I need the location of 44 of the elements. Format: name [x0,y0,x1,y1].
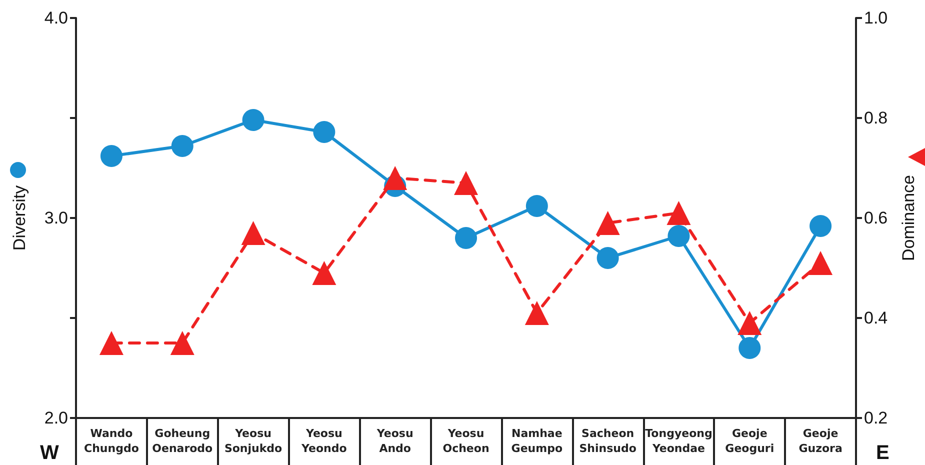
x-tick-label: Tongyeong Yeondae [645,427,712,455]
point [100,145,122,167]
point [454,171,478,195]
point [171,135,194,157]
x-tick-label: Wando Chungdo [84,427,140,455]
x-tick-label: Geoje Guzora [798,427,842,455]
point [808,251,833,275]
y-axis-title: Diversity [10,184,29,251]
y-tick-label: 2.0 [44,408,68,428]
x-tick-label: Yeosu Yeondo [300,427,348,455]
point [526,195,548,217]
point [312,261,336,285]
point [241,221,266,245]
point [313,121,336,143]
x-tick-label: Geoje Geoguri [725,427,774,455]
y2-tick-label: 1.0 [864,8,888,28]
y2-axis-title: Dominance [899,175,918,261]
x-tick-label: Goheung Oenarodo [152,427,214,455]
point [455,227,477,249]
point [596,211,620,235]
point [242,109,264,131]
x-tick-label: Yeosu Ocheon [442,427,490,455]
point [666,201,691,225]
x-tick-label: Yeosu Ando [376,427,414,455]
y2-tick-label: 0.4 [864,308,888,328]
point [170,331,194,355]
x-tick-label: Yeosu Sonjukdo [224,427,283,455]
y2-tick-label: 0.8 [864,108,888,128]
point [596,247,619,269]
point [668,225,690,247]
point [738,311,762,335]
point [738,337,761,359]
y-tick-label: 3.0 [44,208,68,228]
y2-tick-label: 0.6 [864,208,888,228]
point [99,331,124,355]
x-tick-label: Namhae Geumpo [511,427,563,455]
text: E [876,442,890,464]
point [383,166,408,190]
point [524,301,549,325]
y2-tick-label: 0.2 [864,408,888,428]
text: W [40,442,59,464]
y-tick-label: 4.0 [44,8,68,28]
x-tick-label: Sacheon Shinsudo [579,427,637,455]
point [810,215,832,237]
